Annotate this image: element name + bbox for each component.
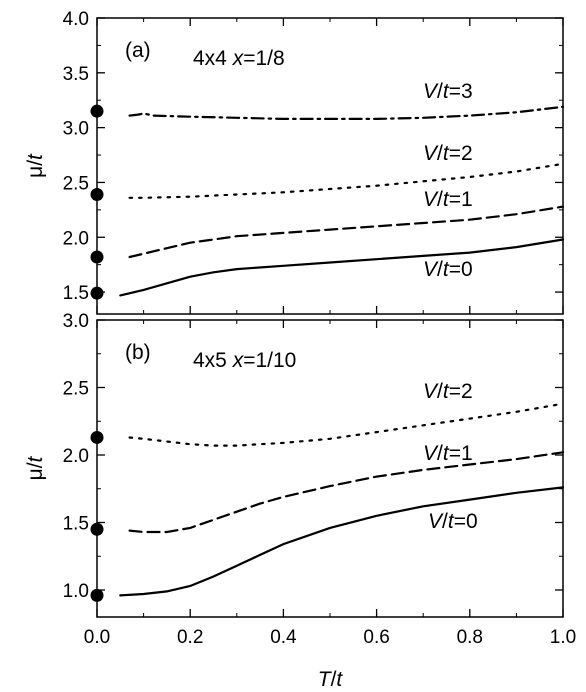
series-line-3 [128, 105, 565, 120]
x-axis-title-t: t [336, 668, 343, 691]
series-label-value: =0 [449, 258, 473, 281]
y-tick-label: 1.0 [63, 581, 89, 602]
data-point [90, 522, 104, 536]
series-label-t: t [443, 380, 450, 403]
series-line-2 [128, 162, 565, 199]
y-axis-title-mu: μ/ [24, 462, 47, 480]
data-point [90, 188, 104, 202]
series-label-slash: / [437, 380, 443, 403]
subtitle-var: x [232, 349, 245, 372]
series-label-t: t [443, 442, 450, 465]
series-line-2 [128, 402, 565, 447]
series-label-v: V [423, 80, 439, 103]
data-point [90, 430, 104, 444]
x-tick-label: 0.6 [363, 627, 389, 648]
subtitle-size: 4x4 [193, 47, 233, 70]
panel-subtitle: 4x4 x=1/8 [193, 47, 285, 70]
x-tick-label: 0.0 [84, 627, 110, 648]
series-line-1 [128, 451, 565, 534]
y-tick-label: 4.0 [63, 9, 89, 30]
y-tick-label: 2.0 [63, 228, 89, 249]
y-tick-label: 2.0 [63, 446, 89, 467]
x-tick-label: 1.0 [550, 627, 576, 648]
series-label-v: V [423, 380, 439, 403]
series-label-t: t [443, 80, 450, 103]
y-tick-label: 1.5 [63, 283, 89, 304]
x-axis-title: T/t [318, 668, 344, 691]
series-label-value: =2 [449, 142, 473, 165]
series-label-slash: / [437, 258, 443, 281]
series-label-value: =1 [449, 442, 473, 465]
data-point [90, 104, 104, 118]
series-label: V/t=1 [423, 442, 473, 465]
panel-subtitle: 4x5 x=1/10 [193, 349, 296, 372]
series-line-0 [119, 486, 565, 597]
x-axis-title-slash: / [331, 668, 337, 691]
data-point [90, 250, 104, 264]
panel-label: (b) [125, 341, 151, 364]
series-label-v: V [423, 258, 439, 281]
series-label: V/t=1 [423, 188, 473, 211]
series-label-value: =0 [454, 510, 478, 533]
y-tick-label: 3.5 [63, 64, 89, 85]
series-label-t: t [448, 510, 455, 533]
y-axis-title: μ/t [24, 153, 47, 178]
series-label-value: =3 [449, 80, 473, 103]
series-label-value: =2 [449, 380, 473, 403]
series-label-v: V [428, 510, 444, 533]
series-label-v: V [423, 442, 439, 465]
subtitle-var: x [232, 47, 245, 70]
series-label-v: V [423, 188, 439, 211]
series-line-0 [119, 238, 565, 297]
y-axis-title-mu: μ/ [24, 160, 47, 178]
series-label-slash: / [442, 510, 448, 533]
chart-panel-b: 1.0 1.5 2.0 2.5 3.0 0.0 0.2 0.4 0.6 0.8 1.0 μ/t (b) 4… [24, 311, 576, 648]
x-tick-label: 0.4 [270, 627, 297, 648]
chart-panel-a: 1.52.02.53.03.54.0μ/t(a) 4x4 x=1/8V/t=0V/… [24, 9, 565, 315]
series-label-slash: / [437, 442, 443, 465]
y-axis-title-t: t [24, 455, 47, 462]
x-tick-label: 0.2 [177, 627, 203, 648]
series-label-t: t [443, 142, 450, 165]
y-tick-label: 3.0 [63, 311, 89, 332]
data-point [90, 286, 104, 300]
subtitle-value: =1/10 [243, 349, 296, 372]
y-tick-label: 3.0 [63, 119, 89, 140]
series-label-slash: / [437, 188, 443, 211]
data-point [90, 588, 104, 602]
y-axis-title-t: t [24, 153, 47, 160]
subtitle-value: =1/8 [243, 47, 284, 70]
series-label-t: t [443, 188, 450, 211]
series-label-value: =1 [449, 188, 473, 211]
plot-frame [96, 17, 564, 315]
y-tick-label: 2.5 [63, 173, 89, 194]
plot-frame [96, 319, 564, 618]
series-label: V/t=0 [428, 510, 478, 533]
subtitle-size: 4x5 [193, 349, 233, 372]
series-line-1 [128, 205, 565, 259]
series-label-slash: / [437, 80, 443, 103]
panel-label: (a) [125, 39, 151, 62]
series-label-slash: / [437, 142, 443, 165]
y-tick-label: 1.5 [63, 514, 89, 535]
series-label-v: V [423, 142, 439, 165]
series-label-t: t [443, 258, 450, 281]
x-tick-label: 0.8 [457, 627, 483, 648]
x-axis-title-T: T [318, 668, 333, 691]
y-tick-label: 2.5 [63, 379, 89, 400]
series-label: V/t=3 [423, 80, 473, 103]
y-axis-title: μ/t [24, 455, 47, 480]
series-label: V/t=2 [423, 142, 473, 165]
series-label: V/t=2 [423, 380, 473, 403]
series-label: V/t=0 [423, 258, 473, 281]
